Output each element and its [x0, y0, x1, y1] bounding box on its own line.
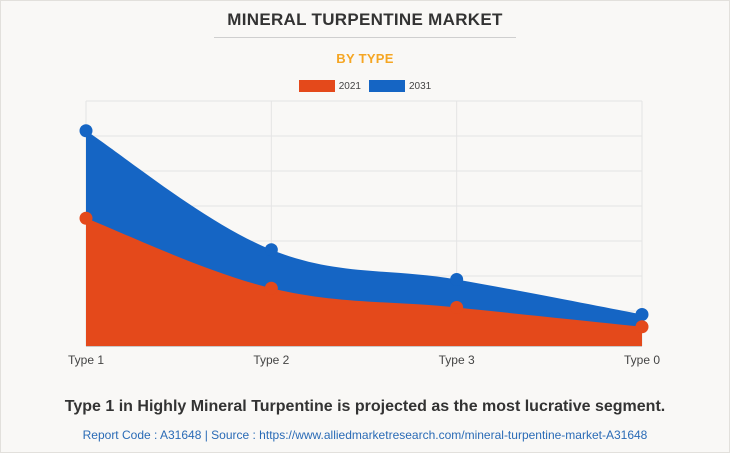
- area-series-2021: [86, 218, 642, 346]
- chart-subtitle: BY TYPE: [336, 51, 394, 66]
- chart-caption: Type 1 in Highly Mineral Turpentine is p…: [64, 398, 666, 415]
- data-point-2021-type-2: [264, 281, 278, 295]
- legend: 2021 2031: [0, 80, 730, 92]
- data-point-2021-type-0: [635, 320, 649, 334]
- data-point-2031-type-0: [635, 308, 649, 321]
- legend-label-2021: 2021: [338, 80, 361, 92]
- data-point-2021-type-1: [79, 211, 93, 225]
- source-line[interactable]: Report Code : A31648 | Source : https://…: [82, 428, 648, 442]
- data-point-2021-type-3: [450, 301, 464, 314]
- chart-title: MINERAL TURPENTINE MARKET: [227, 10, 503, 29]
- legend-item-2031[interactable]: 2031: [369, 80, 431, 92]
- x-tick-label: Type 2: [253, 353, 289, 367]
- data-point-2031-type-3: [450, 273, 464, 286]
- legend-item-2021[interactable]: 2021: [298, 80, 361, 92]
- x-tick-label: Type 1: [68, 353, 104, 367]
- legend-swatch-2031: [369, 80, 405, 92]
- data-point-2031-type-1: [79, 124, 93, 138]
- data-point-2031-type-2: [264, 243, 278, 257]
- title-divider: [214, 37, 516, 38]
- legend-label-2031: 2031: [409, 80, 432, 92]
- x-tick-label: Type 0: [624, 353, 660, 367]
- x-tick-label: Type 3: [439, 353, 475, 367]
- legend-swatch-2021: [298, 80, 335, 92]
